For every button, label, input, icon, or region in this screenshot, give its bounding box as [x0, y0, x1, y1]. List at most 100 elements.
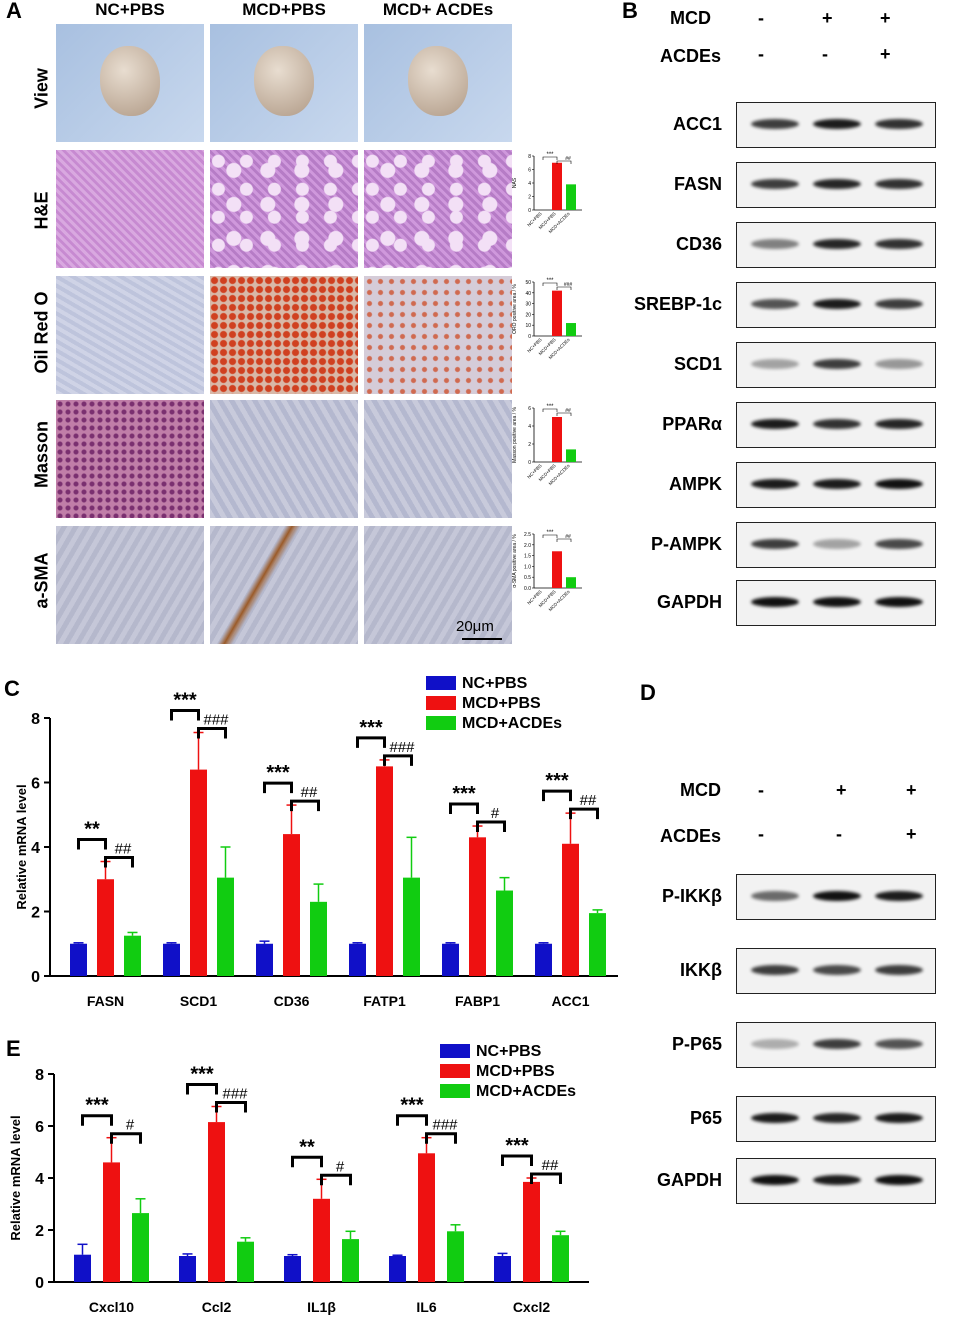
- sig-label-1: ***: [173, 690, 197, 712]
- category-label: Ccl2: [202, 1299, 232, 1315]
- protein-label: GAPDH: [656, 592, 722, 612]
- protein-band: [751, 1039, 799, 1049]
- sig-bracket-2: [215, 1101, 247, 1113]
- bar-0: [179, 1256, 196, 1282]
- bar-2: [403, 877, 420, 976]
- sig-label-2: ##: [115, 841, 132, 858]
- protein-label: FASN: [673, 174, 722, 194]
- bar-2: [310, 901, 327, 976]
- mini-tick-label: 1.0: [524, 564, 531, 570]
- legend-swatch: [426, 696, 456, 710]
- sig-bracket-1: [77, 838, 107, 850]
- protein-band: [751, 1175, 799, 1185]
- blot-strip: [736, 1158, 936, 1204]
- mini-sig-label-2: ##: [565, 534, 571, 540]
- mini-sig-label-1: ***: [546, 404, 554, 410]
- scale-bar-label: 20μm: [456, 618, 494, 635]
- mcd-label-b: MCD: [670, 8, 711, 28]
- protein-band: [751, 359, 799, 369]
- protein-band: [751, 299, 799, 309]
- mini-tick-label: 6: [528, 406, 531, 412]
- mini-sig-bracket-2: [556, 412, 572, 416]
- sig-bracket-2: [197, 727, 227, 739]
- sig-bracket-1: [449, 802, 479, 815]
- mini-sig-bracket-1: [542, 282, 558, 286]
- he-stain-acdes: [364, 150, 512, 268]
- legend-swatch: [440, 1064, 470, 1078]
- sig-bracket-2: [530, 1172, 562, 1184]
- legend-label: NC+PBS: [476, 1043, 542, 1060]
- y-tick-label: 6: [35, 1119, 44, 1136]
- protein-band: [813, 539, 861, 549]
- blot-strip: [736, 948, 936, 994]
- mini-tick-label: 40: [525, 291, 531, 297]
- legend-label: NC+PBS: [462, 675, 528, 692]
- mini-y-label: Masson positive area / %: [512, 407, 518, 463]
- sig-bracket-1: [170, 709, 200, 721]
- protein-band: [813, 1039, 861, 1049]
- legend-label: MCD+ACDEs: [476, 1083, 576, 1100]
- bar-0: [494, 1256, 511, 1282]
- legend-swatch: [426, 676, 456, 690]
- sig-label-2: ###: [432, 1117, 458, 1134]
- category-label: SCD1: [180, 993, 218, 1009]
- y-tick-label: 4: [35, 1171, 44, 1188]
- protein-label: PPARα: [662, 414, 722, 434]
- liver-image: [100, 46, 160, 116]
- mini-sig-bracket-2: [556, 538, 572, 542]
- sig-bracket-1: [396, 1114, 428, 1126]
- mini-bar: [552, 162, 562, 210]
- mini-bar: [566, 323, 576, 336]
- bar-2: [124, 935, 141, 976]
- liver-image: [254, 46, 314, 116]
- mini-tick-label: 1.5: [524, 554, 531, 560]
- mini-tick-label: 4: [528, 181, 531, 187]
- row-label-masson: Masson: [31, 420, 52, 489]
- blot-strip: [736, 222, 936, 268]
- protein-label: AMPK: [669, 474, 722, 494]
- category-label: IL6: [416, 1299, 436, 1315]
- protein-band: [875, 179, 923, 189]
- category-label: FASN: [87, 993, 124, 1009]
- bar-0: [256, 943, 273, 976]
- sig-label-1: **: [84, 819, 100, 841]
- mini-bar: [566, 449, 576, 462]
- bar-1: [418, 1153, 435, 1282]
- sig-bracket-2: [476, 820, 506, 833]
- mcd-sign-b-3: +: [880, 8, 891, 28]
- row-label-he: H&E: [31, 191, 52, 230]
- protein-band: [813, 479, 861, 489]
- mcd-sign-d-3: +: [906, 780, 917, 800]
- y-tick-label: 8: [35, 1067, 44, 1084]
- sig-bracket-1: [186, 1083, 218, 1095]
- y-tick-label: 8: [31, 711, 40, 728]
- bar-0: [70, 943, 87, 976]
- sig-label-2: ##: [580, 792, 597, 809]
- sig-label-1: ***: [266, 762, 290, 784]
- mini-bar: [566, 184, 576, 210]
- mini-sig-label-1: ***: [546, 152, 554, 158]
- sig-label-1: ***: [359, 717, 383, 739]
- blot-strip: [736, 342, 936, 388]
- acdes-sign-d-2: -: [836, 824, 842, 844]
- bar-1: [523, 1181, 540, 1282]
- protein-band: [813, 965, 861, 975]
- row-label-view: View: [31, 68, 52, 109]
- column-header-mcd: MCD+PBS: [242, 0, 326, 19]
- mcd-sign-d-1: -: [758, 780, 764, 800]
- mini-tick-label: 30: [525, 302, 531, 308]
- bar-1: [283, 834, 300, 976]
- protein-band: [751, 891, 799, 901]
- oro-stain-acdes: [364, 276, 512, 394]
- protein-band: [813, 1175, 861, 1185]
- he-stain-nc: [56, 150, 204, 268]
- protein-band: [875, 239, 923, 249]
- bar-2: [496, 890, 513, 976]
- protein-label: IKKβ: [680, 960, 722, 980]
- blot-strip: [736, 1096, 936, 1142]
- legend-label: MCD+ACDEs: [462, 715, 562, 732]
- mini-sig-bracket-1: [542, 156, 558, 160]
- he-stain-mcd: [210, 150, 358, 268]
- sig-label-2: ##: [301, 784, 318, 801]
- sig-bracket-2: [569, 807, 599, 820]
